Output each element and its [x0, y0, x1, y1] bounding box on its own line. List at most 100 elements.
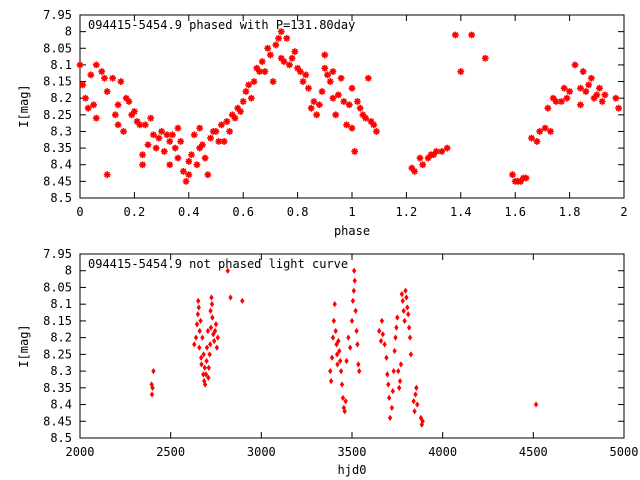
data-point: [280, 58, 288, 65]
x-tick-label: 0.6: [232, 205, 254, 219]
data-point: [318, 88, 326, 95]
data-point: [349, 317, 355, 325]
x-tick-label: 4000: [428, 445, 457, 459]
y-tick-label: 8.5: [50, 191, 72, 205]
data-point: [396, 367, 401, 375]
data-point: [315, 101, 323, 109]
data-point: [215, 138, 223, 145]
y-tick-label: 8.25: [43, 108, 72, 122]
y-tick-label: 8.25: [43, 347, 72, 361]
data-point: [406, 311, 411, 318]
data-point: [302, 71, 310, 79]
x-tick-label: 2000: [66, 445, 95, 459]
data-point: [354, 327, 359, 335]
y-tick-label: 8.45: [43, 174, 72, 188]
x-tick-label: 1: [348, 205, 355, 219]
y-axis-title: I[mag]: [17, 324, 31, 367]
data-point: [275, 34, 282, 42]
data-point: [571, 61, 579, 69]
data-point: [590, 94, 598, 102]
data-point: [615, 104, 622, 112]
data-point: [329, 354, 335, 361]
data-point: [160, 148, 168, 155]
data-point: [242, 88, 250, 95]
data-point: [342, 408, 347, 415]
data-point: [163, 131, 171, 139]
y-tick-label: 8.2: [50, 91, 72, 105]
data-point: [468, 31, 476, 39]
data-point: [220, 138, 228, 145]
data-point: [210, 314, 215, 321]
data-point: [195, 311, 201, 318]
data-point: [197, 327, 202, 335]
data-point: [420, 418, 425, 425]
data-point: [408, 164, 416, 172]
data-point: [411, 398, 416, 405]
data-point: [407, 334, 413, 341]
data-point: [601, 91, 609, 99]
data-point: [92, 61, 100, 69]
x-tick-label: 0.4: [178, 205, 200, 219]
data-point: [413, 391, 418, 398]
data-point: [403, 287, 408, 294]
data-point: [133, 118, 141, 125]
data-point: [457, 68, 465, 75]
data-point: [329, 68, 337, 75]
data-point: [269, 78, 277, 85]
data-point: [103, 88, 111, 95]
data-point: [330, 334, 336, 341]
data-point: [343, 121, 350, 129]
data-point: [379, 317, 385, 325]
data-point: [334, 351, 340, 358]
data-point: [141, 121, 149, 129]
data-point: [397, 377, 403, 385]
data-point: [114, 101, 122, 109]
data-point: [155, 134, 163, 142]
data-point: [333, 327, 338, 335]
data-point: [401, 307, 406, 315]
data-point: [294, 64, 301, 72]
x-axis-title: phase: [334, 224, 370, 238]
data-point: [200, 334, 205, 341]
y-tick-label: 8.05: [43, 41, 72, 55]
data-point: [208, 324, 214, 331]
data-point: [338, 367, 344, 375]
data-point: [509, 171, 516, 179]
data-point: [533, 401, 539, 408]
data-point: [328, 367, 333, 375]
data-point: [321, 51, 329, 59]
y-tick-label: 8.35: [43, 141, 72, 155]
data-point: [392, 347, 397, 355]
data-point: [359, 111, 367, 119]
data-point: [395, 314, 400, 321]
x-tick-label: 2500: [156, 445, 185, 459]
data-point: [207, 134, 214, 142]
data-point: [199, 361, 204, 368]
x-tick-label: 5000: [610, 445, 639, 459]
data-point: [582, 88, 590, 95]
data-point: [198, 354, 204, 361]
data-point: [536, 128, 544, 135]
data-point: [212, 337, 217, 345]
data-point: [211, 331, 216, 338]
y-tick-label: 8.35: [43, 381, 72, 395]
y-tick-label: 8.5: [50, 431, 72, 445]
data-point: [212, 128, 220, 135]
data-point: [414, 384, 419, 391]
data-point: [196, 144, 204, 152]
data-point: [370, 121, 378, 129]
y-tick-label: 8.1: [50, 297, 72, 311]
data-point: [340, 394, 346, 401]
data-point: [237, 108, 244, 115]
data-point: [396, 384, 402, 391]
data-point: [544, 104, 552, 112]
data-point: [174, 124, 182, 132]
data-point: [355, 341, 360, 348]
data-point: [587, 74, 595, 82]
data-point: [247, 94, 255, 102]
plot-frame: [79, 253, 625, 439]
data-point: [151, 367, 156, 375]
data-point: [310, 98, 318, 105]
data-point: [101, 74, 108, 82]
data-point: [166, 138, 174, 145]
